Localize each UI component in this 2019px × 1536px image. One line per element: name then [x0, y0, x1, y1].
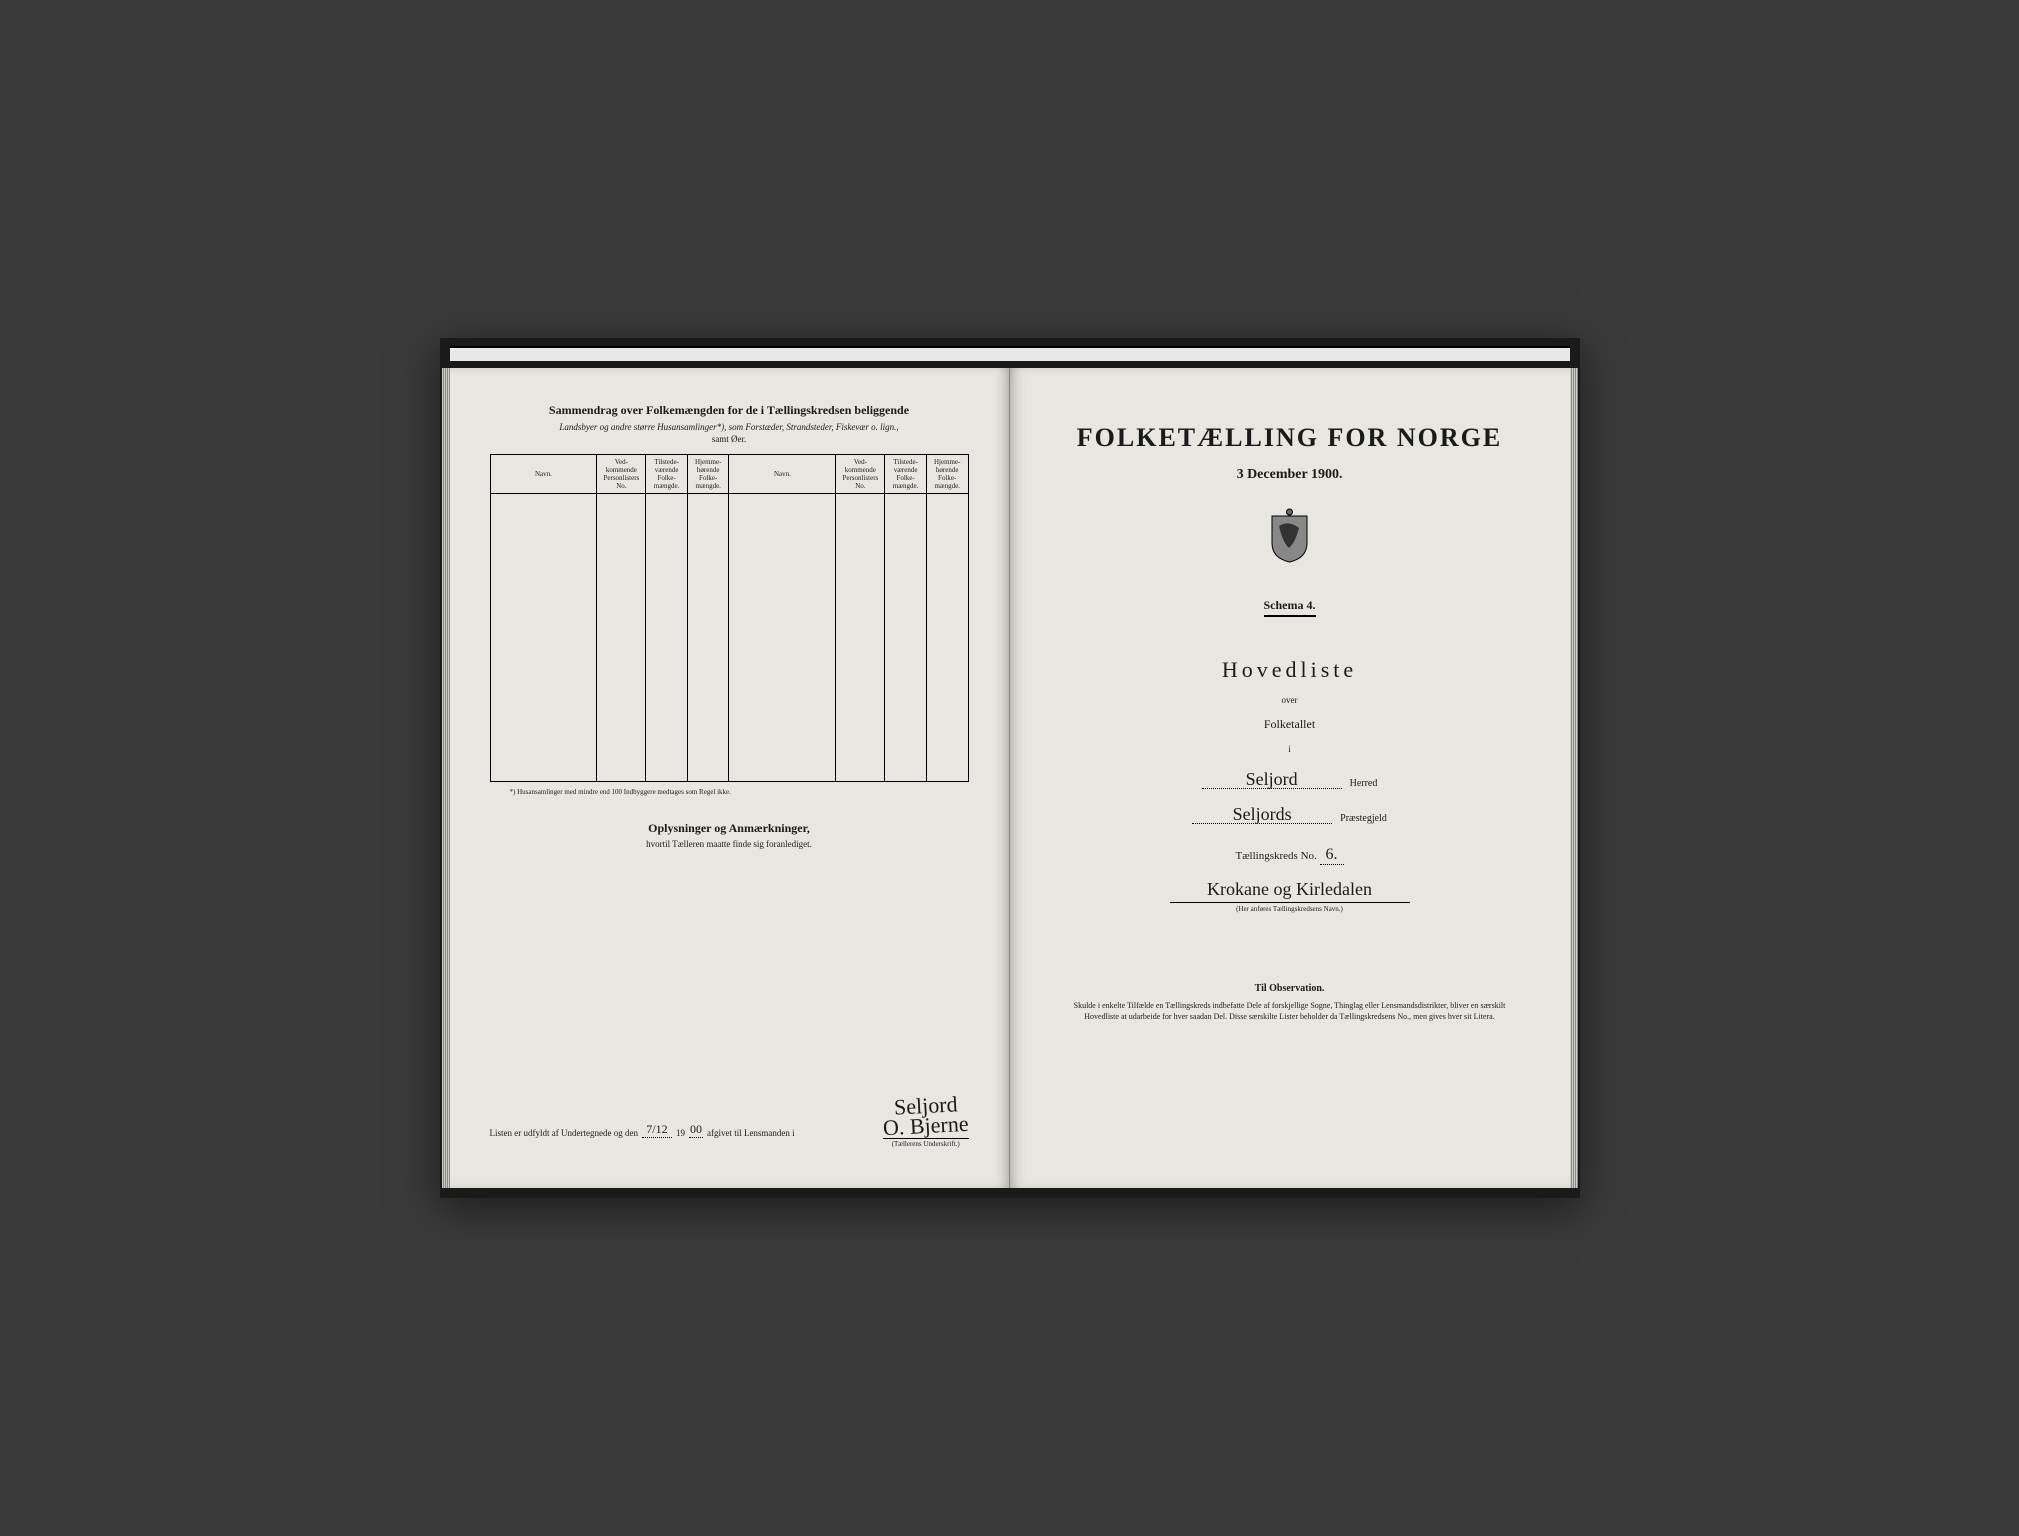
table-footnote: *) Husansamlinger med mindre end 100 Ind… [490, 788, 969, 796]
kreds-label: Tællingskreds No. [1235, 850, 1316, 862]
left-page-title: Sammendrag over Folkemængden for de i Tæ… [490, 403, 969, 418]
hovedliste-heading: Hovedliste [1050, 657, 1530, 683]
attestation-middle: afgivet til Lensmanden i [707, 1128, 795, 1138]
praestegjeld-row: Seljords Præstegjeld [1050, 805, 1530, 824]
folketallet-label: Folketallet [1050, 717, 1530, 732]
ledger-body [490, 494, 968, 782]
census-title: FOLKETÆLLING FOR NORGE [1050, 423, 1530, 453]
col-navn-2: Navn. [729, 455, 836, 494]
over-label: over [1050, 695, 1530, 705]
page-stack-left [442, 368, 450, 1188]
signature-name: O. Bjerne [883, 1114, 969, 1138]
top-margin-bar [450, 346, 1570, 361]
col-navn-1: Navn. [490, 455, 597, 494]
schema-label: Schema 4. [1264, 598, 1316, 617]
kreds-name: Krokane og Kirledalen [1170, 879, 1410, 903]
left-page-subtitle: Landsbyer og andre større Husansamlinger… [490, 422, 969, 432]
col-vedkommende-1: Ved-kommende Personlisters No. [597, 455, 646, 494]
observation-title: Til Observation. [1050, 983, 1530, 994]
coat-of-arms-icon [1267, 508, 1312, 563]
col-vedkommende-2: Ved-kommende Personlisters No. [836, 455, 885, 494]
observation-section: Til Observation. Skulde i enkelte Tilfæl… [1050, 983, 1530, 1022]
oplysninger-subtitle: hvortil Tælleren maatte finde sig foranl… [490, 839, 969, 849]
attestation-date: 7/12 [642, 1122, 672, 1138]
page-stack-right [1570, 368, 1578, 1188]
right-page: FOLKETÆLLING FOR NORGE 3 December 1900. … [1010, 368, 1570, 1188]
book-spread: Sammendrag over Folkemængden for de i Tæ… [440, 338, 1580, 1198]
herred-label: Herred [1350, 778, 1378, 789]
col-hjemme-2: Hjemme-hørende Folke-mængde. [926, 455, 968, 494]
left-page: Sammendrag over Folkemængden for de i Tæ… [450, 368, 1010, 1188]
i-label: i [1050, 744, 1530, 754]
praestegjeld-label: Præstegjeld [1340, 813, 1387, 824]
observation-body: Skulde i enkelte Tilfælde en Tællingskre… [1050, 1000, 1530, 1022]
col-tilstede-2: Tilstede-værende Folke-mængde. [885, 455, 927, 494]
left-page-subtitle2: samt Øer. [490, 434, 969, 444]
col-hjemme-1: Hjemme-hørende Folke-mængde. [687, 455, 729, 494]
oplysninger-title: Oplysninger og Anmærkninger, [490, 821, 969, 836]
attestation-year-suffix: 00 [689, 1122, 703, 1138]
attestation-prefix: Listen er udfyldt af Undertegnede og den [490, 1128, 638, 1138]
herred-row: Seljord Herred [1050, 770, 1530, 789]
attestation-year-prefix: 19 [676, 1128, 685, 1138]
signature-block: Seljord O. Bjerne (Tællerens Underskrift… [883, 1096, 969, 1148]
praestegjeld-value: Seljords [1192, 805, 1332, 824]
herred-value: Seljord [1202, 770, 1342, 789]
ledger-table: Navn. Ved-kommende Personlisters No. Til… [490, 454, 969, 782]
kreds-number: 6. [1320, 846, 1344, 865]
kreds-hint: (Her anføres Tællingskredsens Navn.) [1050, 905, 1530, 913]
census-date: 3 December 1900. [1050, 467, 1530, 483]
kreds-number-row: Tællingskreds No. 6. [1050, 846, 1530, 865]
col-tilstede-1: Tilstede-værende Folke-mængde. [646, 455, 688, 494]
